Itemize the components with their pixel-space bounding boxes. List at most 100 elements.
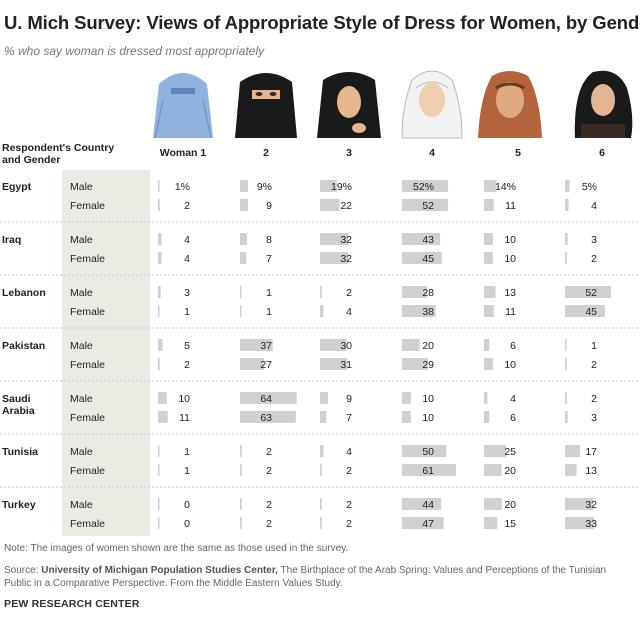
value-bar	[240, 252, 247, 264]
value-label: 45	[422, 253, 434, 265]
value-label: 33	[585, 518, 597, 530]
value-label: 3	[591, 234, 597, 246]
chart-note: Note: The images of women shown are the …	[4, 543, 349, 554]
value-bar	[320, 392, 328, 404]
value-bar	[240, 411, 296, 423]
chador-woman-image	[316, 66, 382, 138]
uncovered-woman-image	[570, 66, 636, 138]
value-bar	[320, 233, 349, 245]
value-label: 8	[266, 234, 272, 246]
country-label: Pakistan	[2, 340, 45, 352]
value-bar	[320, 358, 348, 370]
value-label: 13	[504, 287, 516, 299]
value-bar	[158, 180, 160, 192]
value-bar	[565, 305, 605, 317]
value-bar	[484, 233, 493, 245]
value-label: 30	[340, 340, 352, 352]
value-label: 1	[266, 287, 272, 299]
gender-label: Female	[70, 359, 105, 371]
value-label: 11	[179, 412, 190, 424]
value-bar	[484, 199, 494, 211]
value-label: 2	[591, 253, 597, 265]
gender-label: Female	[70, 306, 105, 318]
value-label: 63	[260, 412, 272, 424]
value-bar	[565, 180, 570, 192]
chart-source: Source: University of Michigan Populatio…	[4, 564, 629, 590]
value-bar	[320, 199, 340, 211]
value-label: 0	[184, 518, 190, 530]
value-label: 1	[591, 340, 597, 352]
value-bar	[484, 286, 496, 298]
pew-logo-text: PEW RESEARCH CENTER	[4, 598, 140, 610]
value-bar	[320, 498, 322, 510]
value-label: 2	[184, 359, 190, 371]
value-label: 52	[585, 287, 597, 299]
value-bar	[158, 464, 160, 476]
value-label: 13	[585, 465, 597, 477]
value-label: 20	[504, 465, 516, 477]
country-label: Saudi Arabia	[2, 393, 35, 417]
value-bar	[402, 392, 411, 404]
value-bar	[484, 517, 498, 529]
value-label: 1	[266, 306, 272, 318]
value-bar	[484, 252, 493, 264]
value-bar	[240, 445, 242, 457]
value-label: 10	[504, 253, 516, 265]
value-label: 45	[585, 306, 597, 318]
value-label: 1%	[175, 181, 190, 193]
value-label: 5%	[582, 181, 597, 193]
value-bar	[402, 464, 457, 476]
gender-label: Male	[70, 340, 93, 352]
column-header: 3	[346, 147, 352, 159]
value-label: 28	[422, 287, 434, 299]
value-label: 37	[260, 340, 272, 352]
gender-label: Male	[70, 181, 93, 193]
value-bar	[402, 252, 442, 264]
value-bar	[158, 517, 160, 529]
column-header: 6	[599, 147, 605, 159]
value-bar	[158, 339, 163, 351]
value-bar	[565, 517, 595, 529]
column-header: 4	[429, 147, 435, 159]
gender-label: Male	[70, 393, 93, 405]
value-bar	[158, 305, 160, 317]
value-bar	[240, 392, 297, 404]
value-bar	[484, 411, 490, 423]
value-label: 20	[504, 499, 516, 511]
value-bar	[402, 517, 444, 529]
gender-label: Male	[70, 499, 93, 511]
value-label: 4	[346, 306, 352, 318]
value-label: 64	[260, 393, 272, 405]
burqa-woman-image	[150, 66, 216, 139]
chart-title: U. Mich Survey: Views of Appropriate Sty…	[4, 12, 640, 33]
value-label: 9%	[257, 181, 272, 193]
value-bar	[402, 411, 411, 423]
value-label: 29	[422, 359, 434, 371]
value-label: 52	[422, 200, 434, 212]
value-label: 25	[504, 446, 516, 458]
value-bar	[402, 199, 449, 211]
source-prefix: Source:	[4, 565, 42, 576]
value-label: 6	[510, 340, 516, 352]
value-bar	[158, 286, 161, 298]
value-label: 2	[184, 200, 190, 212]
chart-subtitle: % who say woman is dressed most appropri…	[4, 44, 265, 58]
value-bar	[484, 498, 502, 510]
country-label: Lebanon	[2, 287, 46, 299]
value-bar	[158, 392, 167, 404]
country-label: Egypt	[2, 181, 32, 193]
value-bar	[484, 464, 502, 476]
value-label: 11	[505, 306, 516, 318]
value-bar	[402, 305, 436, 317]
value-bar	[484, 339, 490, 351]
dress-preference-table: Respondent's Country and Gender Woman 1 2 3 4…	[0, 66, 640, 536]
value-label: 4	[346, 446, 352, 458]
column-header: Woman 1	[160, 147, 207, 159]
country-label: Turkey	[2, 499, 36, 511]
value-label: 15	[504, 518, 516, 530]
value-bar	[240, 233, 248, 245]
value-bar	[158, 411, 168, 423]
value-bar	[565, 498, 594, 510]
value-bar	[158, 498, 160, 510]
